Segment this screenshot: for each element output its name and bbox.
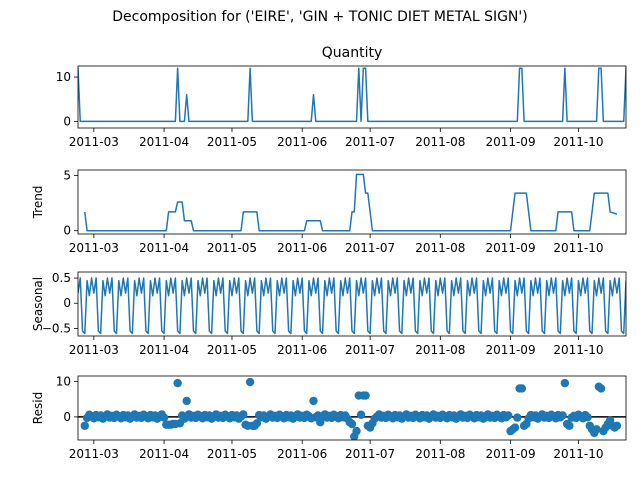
trend-ylabel: Trend <box>31 186 45 220</box>
resid-point <box>352 426 361 436</box>
resid-point <box>592 425 601 434</box>
resid-point <box>583 413 592 422</box>
resid-xtick-label: 2011-07 <box>345 447 395 461</box>
seasonal-axes-frame <box>77 271 627 337</box>
observed-ytick-label: 0 <box>63 114 71 128</box>
observed-xtick-label: 2011-03 <box>69 135 119 149</box>
trend-xtick-label: 2011-07 <box>345 241 395 255</box>
observed-xtick-label: 2011-07 <box>345 135 395 149</box>
observed-title: Quantity <box>322 45 383 61</box>
observed-ytick-label: 10 <box>56 70 71 84</box>
seasonal-ylabel: Seasonal <box>31 277 45 331</box>
resid-point <box>80 421 89 430</box>
observed-xtick-label: 2011-10 <box>553 135 603 149</box>
resid-xtick-label: 2011-09 <box>485 447 535 461</box>
resid-xtick-label: 2011-10 <box>553 447 603 461</box>
trend-xtick-label: 2011-08 <box>415 241 465 255</box>
resid-panel: Resid 2011-03 2011-04 2011-05 2011-06 2011-07… <box>31 374 627 461</box>
resid-point <box>159 413 169 422</box>
seasonal-xtick-label: 2011-07 <box>345 343 395 357</box>
seasonal-ytick-label: 0.5 <box>52 271 71 285</box>
resid-xtick-label: 2011-08 <box>415 447 465 461</box>
resid-xtick-label: 2011-04 <box>139 447 189 461</box>
resid-axes-frame <box>77 375 627 441</box>
observed-xtick-label: 2011-05 <box>207 135 257 149</box>
seasonal-xtick-label: 2011-10 <box>553 343 603 357</box>
seasonal-xtick-label: 2011-03 <box>69 343 119 357</box>
trend-axes-frame <box>77 169 627 235</box>
seasonal-panel: Seasonal 2011-03 2011-04 2011-05 2011-06 2011… <box>31 271 627 357</box>
trend-ytick-label: 5 <box>63 169 71 183</box>
resid-ytick-label: 0 <box>63 410 71 424</box>
seasonal-xtick-label: 2011-08 <box>415 343 465 357</box>
resid-point <box>361 391 370 400</box>
resid-ytick-label: 10 <box>56 374 71 388</box>
resid-xtick-label: 2011-06 <box>277 447 327 461</box>
resid-point <box>245 377 255 387</box>
resid-point <box>347 419 357 429</box>
trend-ytick-label: 0 <box>63 224 71 238</box>
trend-xtick-label: 2011-03 <box>69 241 119 255</box>
observed-series-line <box>78 67 626 123</box>
trend-xtick-label: 2011-09 <box>485 241 535 255</box>
seasonal-ytick-label: 0 <box>63 296 71 310</box>
observed-axes-frame <box>77 65 627 129</box>
resid-point <box>173 378 182 388</box>
seasonal-series-line <box>78 277 626 335</box>
trend-xtick-label: 2011-05 <box>207 241 257 255</box>
figure-suptitle: Decomposition for ('EIRE', 'GIN + TONIC … <box>112 9 527 25</box>
seasonal-xtick-label: 2011-05 <box>207 343 257 357</box>
observed-panel: Quantity 2011-03 2011-04 2011-05 2011-06 2011… <box>56 45 627 149</box>
seasonal-xtick-label: 2011-04 <box>139 343 189 357</box>
resid-point <box>239 410 248 419</box>
resid-point <box>510 423 520 432</box>
resid-point <box>252 419 262 428</box>
resid-xtick-label: 2011-05 <box>207 447 257 461</box>
seasonal-xtick-label: 2011-06 <box>277 343 327 357</box>
resid-point <box>612 421 622 430</box>
trend-xtick-label: 2011-10 <box>553 241 603 255</box>
resid-point <box>596 384 606 393</box>
trend-xtick-label: 2011-06 <box>277 241 327 255</box>
resid-point <box>558 411 567 420</box>
observed-xtick-label: 2011-06 <box>277 135 327 149</box>
resid-point <box>356 410 366 419</box>
trend-series-line <box>84 173 618 232</box>
resid-point <box>517 384 527 393</box>
resid-ylabel: Resid <box>31 392 45 424</box>
resid-point <box>182 396 191 406</box>
observed-xtick-label: 2011-08 <box>415 135 465 149</box>
observed-xtick-label: 2011-04 <box>139 135 189 149</box>
seasonal-xtick-label: 2011-09 <box>485 343 535 357</box>
resid-point <box>560 378 570 388</box>
trend-xtick-label: 2011-04 <box>139 241 189 255</box>
seasonal-ytick-label: −0.5 <box>42 321 71 335</box>
resid-xtick-label: 2011-03 <box>69 447 119 461</box>
resid-point <box>513 413 522 422</box>
resid-point <box>504 411 513 420</box>
resid-point <box>309 396 318 406</box>
resid-point <box>565 421 574 430</box>
trend-panel: Trend 2011-03 2011-04 2011-05 2011-06 2011-07… <box>31 169 627 255</box>
observed-xtick-label: 2011-09 <box>485 135 535 149</box>
